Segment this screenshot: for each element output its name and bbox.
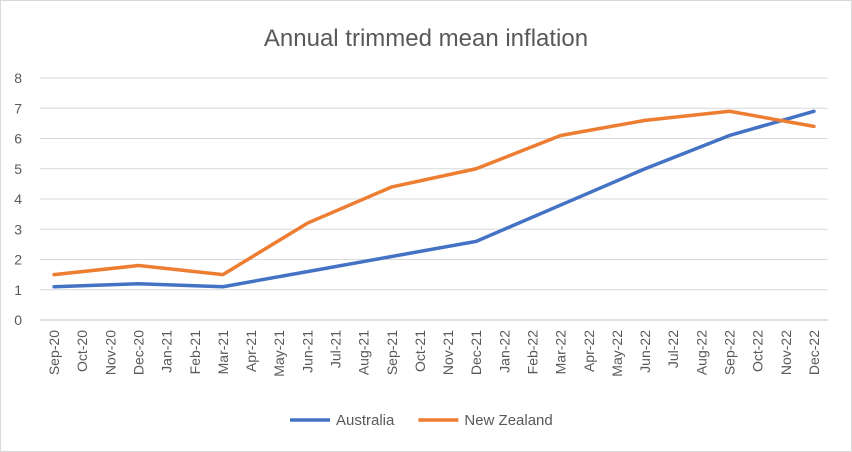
x-tick-label: Dec-22 <box>806 330 822 375</box>
y-tick-label: 2 <box>14 252 22 268</box>
x-tick-label: Nov-20 <box>102 330 118 375</box>
x-tick-label: Jul-22 <box>665 330 681 368</box>
series-line-australia <box>52 109 816 289</box>
x-tick-label: Sep-22 <box>722 330 738 375</box>
x-tick-label: Aug-22 <box>693 330 709 375</box>
x-tick-label: Apr-22 <box>581 330 597 372</box>
x-tick-label: Dec-20 <box>131 330 147 375</box>
y-tick-label: 7 <box>14 100 22 116</box>
x-tick-label: Aug-21 <box>356 330 372 375</box>
x-tick-label: Jul-21 <box>328 330 344 368</box>
x-tick-label: Nov-21 <box>440 330 456 375</box>
x-tick-label: Mar-22 <box>553 330 569 375</box>
x-tick-label: Feb-22 <box>525 330 541 375</box>
x-tick-label: Jan-22 <box>496 330 512 373</box>
x-tick-label: Oct-21 <box>412 330 428 372</box>
x-tick-label: Jun-22 <box>637 330 653 373</box>
y-tick-label: 0 <box>14 312 22 328</box>
x-tick-label: Sep-20 <box>46 330 62 375</box>
x-tick-label: Mar-21 <box>215 330 231 375</box>
x-tick-label: Feb-21 <box>187 330 203 375</box>
x-tick-label: Oct-20 <box>74 330 90 372</box>
series-line-new-zealand <box>52 109 816 277</box>
x-tick-label: May-22 <box>609 330 625 377</box>
x-tick-label: Apr-21 <box>243 330 259 372</box>
x-tick-label: Jan-21 <box>159 330 175 373</box>
x-tick-label: May-21 <box>271 330 287 377</box>
y-tick-label: 3 <box>14 221 22 237</box>
y-tick-label: 4 <box>14 191 22 207</box>
x-tick-label: Sep-21 <box>384 330 400 375</box>
x-tick-label: Jun-21 <box>299 330 315 373</box>
legend-label: Australia <box>336 412 395 429</box>
y-tick-label: 6 <box>14 131 22 147</box>
chart-title: Annual trimmed mean inflation <box>264 25 588 52</box>
x-tick-label: Dec-21 <box>468 330 484 375</box>
x-tick-label: Oct-22 <box>750 330 766 372</box>
legend-label: New Zealand <box>464 412 552 429</box>
y-tick-label: 1 <box>14 282 22 298</box>
y-tick-label: 5 <box>14 161 22 177</box>
y-tick-label: 8 <box>14 70 22 86</box>
x-tick-label: Nov-22 <box>778 330 794 375</box>
